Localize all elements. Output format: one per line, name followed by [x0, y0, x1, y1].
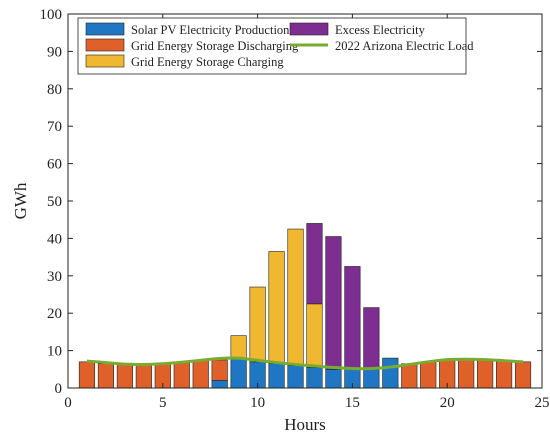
legend-entry-label: Excess Electricity — [335, 23, 426, 37]
bars-group — [78, 223, 532, 389]
bar-grid-energy-storage-discharging-h7 — [192, 360, 209, 389]
bar-grid-energy-storage-discharging-h3 — [116, 364, 133, 389]
bar-grid-energy-storage-discharging-h1 — [78, 361, 96, 389]
bar-grid-energy-storage-discharging-h21 — [458, 359, 475, 389]
load-line-group — [86, 356, 524, 371]
load-line — [86, 356, 524, 371]
x-tick-label: 15 — [345, 395, 360, 411]
bar-grid-energy-storage-charging-h13 — [306, 303, 323, 368]
bar-grid-energy-storage-discharging-h2 — [97, 363, 114, 389]
x-tick-label: 10 — [250, 395, 265, 411]
x-tick-label: 0 — [64, 395, 72, 411]
y-tick-label: 20 — [47, 306, 62, 322]
bar-grid-energy-storage-charging-h10 — [249, 286, 266, 363]
bar-grid-energy-storage-charging-h12 — [287, 228, 304, 366]
x-tick-label: 25 — [535, 395, 550, 411]
bar-grid-energy-storage-discharging-h22 — [477, 360, 494, 389]
legend-entry-label: 2022 Arizona Electric Load — [335, 39, 474, 53]
bar-grid-energy-storage-charging-h9 — [230, 335, 247, 359]
bar-solar-pv-electricity-production-h9 — [230, 357, 247, 389]
legend-entry-label: Grid Energy Storage Charging — [131, 55, 284, 69]
legend-box — [77, 17, 467, 75]
legend-entry-label: Solar PV Electricity Production — [131, 23, 290, 37]
y-tick-label: 90 — [47, 44, 62, 60]
y-tick-label: 50 — [47, 194, 62, 210]
bar-grid-energy-storage-discharging-h4 — [135, 364, 152, 389]
bar-excess-electricity-h16 — [363, 307, 380, 370]
bar-solar-pv-electricity-production-h13 — [306, 367, 323, 389]
legend-swatch — [289, 22, 329, 36]
bar-solar-pv-electricity-production-h14 — [325, 368, 342, 389]
bar-solar-pv-electricity-production-h11 — [268, 363, 285, 389]
x-tick-label: 20 — [440, 395, 455, 411]
y-tick-label: 30 — [47, 269, 62, 285]
bar-grid-energy-storage-discharging-h18 — [401, 363, 418, 389]
bar-grid-energy-storage-discharging-h8 — [211, 359, 228, 381]
bar-solar-pv-electricity-production-h8 — [211, 380, 228, 389]
y-tick-label: 0 — [55, 381, 63, 397]
legend: Solar PV Electricity Production Excess El… — [77, 17, 474, 75]
bar-excess-electricity-h14 — [325, 236, 342, 370]
y-tick-label: 100 — [40, 7, 63, 23]
bar-grid-energy-storage-discharging-h24 — [514, 361, 532, 389]
bar-excess-electricity-h15 — [344, 266, 361, 370]
axes-group: 0 5 10 15 20 25 0 10 20 30 40 50 60 70 80 90 100 Hours GWh — [11, 7, 550, 434]
bar-grid-energy-storage-discharging-h19 — [420, 361, 437, 389]
y-tick-label: 40 — [47, 231, 62, 247]
bar-grid-energy-storage-discharging-h23 — [496, 360, 513, 389]
y-tick-label: 70 — [47, 119, 62, 135]
bar-solar-pv-electricity-production-h12 — [287, 365, 304, 389]
legend-entry-label: Grid Energy Storage Discharging — [131, 39, 299, 53]
y-tick-label: 80 — [47, 82, 62, 98]
bar-solar-pv-electricity-production-h17 — [382, 357, 399, 389]
bar-excess-electricity-h13 — [306, 223, 323, 305]
bar-solar-pv-electricity-production-h16 — [363, 368, 380, 389]
legend-swatch — [85, 54, 125, 68]
y-tick-label: 60 — [47, 157, 62, 173]
y-axis-label: GWh — [11, 182, 30, 219]
y-tick-label: 10 — [47, 344, 62, 360]
x-tick-label: 5 — [159, 395, 167, 411]
bar-grid-energy-storage-charging-h11 — [268, 251, 285, 364]
legend-swatch — [85, 22, 125, 36]
legend-swatch — [85, 38, 125, 52]
x-axis-label: Hours — [284, 415, 326, 434]
bar-grid-energy-storage-discharging-h6 — [173, 362, 190, 389]
